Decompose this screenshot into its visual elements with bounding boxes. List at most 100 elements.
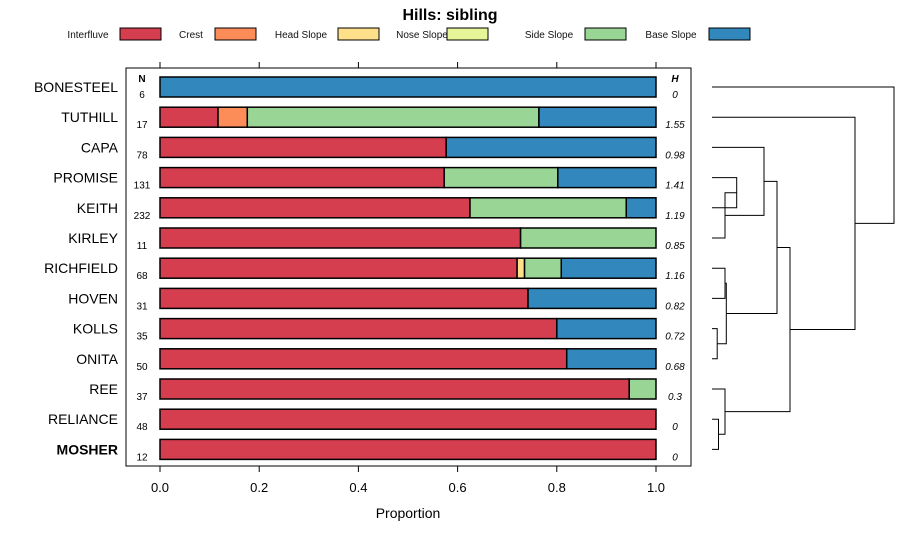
h-value-reliance: 0 bbox=[672, 422, 678, 433]
n-value-mosher: 12 bbox=[136, 452, 148, 463]
top-tick-marks bbox=[159, 62, 657, 68]
row-tuthill: TUTHILL 17 1.55 bbox=[61, 106, 685, 131]
bar-tuthill-base-slope bbox=[538, 106, 657, 128]
x-tick-label-3: 0.6 bbox=[449, 480, 467, 495]
h-value-kirley: 0.85 bbox=[665, 241, 685, 252]
dendrogram-merge-4 bbox=[712, 267, 726, 299]
x-tick-label-4: 0.8 bbox=[548, 480, 566, 495]
n-value-capa: 78 bbox=[136, 150, 148, 161]
legend-swatch-side-slope bbox=[584, 27, 627, 41]
legend-label-nose-slope: Nose Slope bbox=[396, 30, 448, 41]
n-value-ree: 37 bbox=[136, 392, 148, 403]
n-value-kirley: 11 bbox=[137, 241, 148, 252]
x-tick-label-0: 0.0 bbox=[151, 480, 169, 495]
h-column-header: H bbox=[671, 74, 679, 85]
dendrogram-merge-11 bbox=[712, 116, 856, 331]
row-keith: KEITH 232 1.19 bbox=[77, 197, 685, 222]
x-axis: 0.0 0.2 0.4 0.6 0.8 1.0 bbox=[151, 466, 665, 495]
row-label-onita: ONITA bbox=[76, 351, 118, 367]
row-label-capa: CAPA bbox=[81, 139, 119, 155]
n-value-promise: 131 bbox=[134, 181, 151, 192]
row-label-bonesteel: BONESTEEL bbox=[34, 79, 118, 95]
bar-richfield-side-slope bbox=[523, 257, 563, 279]
row-bonesteel: BONESTEEL 6 0 bbox=[34, 76, 678, 101]
bar-keith-interfluve bbox=[159, 197, 471, 219]
bar-ree-interfluve bbox=[159, 378, 630, 400]
n-value-bonesteel: 6 bbox=[139, 90, 145, 101]
row-reliance: RELIANCE 48 0 bbox=[48, 408, 678, 433]
bar-hoven-interfluve bbox=[159, 287, 529, 310]
dendrogram-merge-3 bbox=[712, 328, 718, 360]
bar-richfield-interfluve bbox=[159, 257, 518, 279]
legend-label-head-slope: Head Slope bbox=[275, 30, 328, 41]
row-capa: CAPA 78 0.98 bbox=[81, 136, 685, 161]
row-label-reliance: RELIANCE bbox=[48, 411, 118, 427]
bar-mosher-interfluve bbox=[159, 438, 657, 461]
h-value-ree: 0.3 bbox=[668, 392, 682, 403]
n-value-hoven: 31 bbox=[136, 301, 148, 312]
legend-label-crest: Crest bbox=[179, 30, 203, 41]
bar-keith-side-slope bbox=[469, 197, 627, 219]
n-value-reliance: 48 bbox=[136, 422, 148, 433]
dendrogram-merge-10 bbox=[725, 246, 791, 413]
dendrogram-merge-1 bbox=[712, 418, 719, 450]
bar-promise-base-slope bbox=[557, 166, 657, 189]
row-label-promise: PROMISE bbox=[53, 170, 118, 186]
row-onita: ONITA 50 0.68 bbox=[76, 348, 685, 373]
n-value-kolls: 35 bbox=[136, 332, 148, 343]
chart-title: Hills: sibling bbox=[402, 7, 497, 24]
legend-swatch-nose-slope bbox=[446, 27, 489, 41]
bar-hoven-base-slope bbox=[527, 287, 657, 310]
bar-kolls-interfluve bbox=[159, 317, 558, 340]
row-label-mosher: MOSHER bbox=[57, 441, 118, 457]
row-label-keith: KEITH bbox=[77, 200, 118, 216]
legend: Interfluve Crest Head Slope Nose Slope Side … bbox=[67, 27, 751, 41]
bar-kirley-interfluve bbox=[159, 227, 522, 249]
bar-capa-base-slope bbox=[445, 136, 657, 159]
h-value-bonesteel: 0 bbox=[672, 90, 678, 101]
bar-tuthill-side-slope bbox=[246, 106, 540, 128]
legend-swatch-base-slope bbox=[708, 27, 751, 41]
row-label-tuthill: TUTHILL bbox=[61, 109, 118, 125]
h-value-richfield: 1.16 bbox=[665, 271, 685, 282]
bar-richfield-base-slope bbox=[560, 257, 657, 279]
row-promise: PROMISE 131 1.41 bbox=[53, 166, 685, 192]
row-label-kirley: KIRLEY bbox=[68, 230, 118, 246]
dendrogram-merge-12 bbox=[712, 86, 895, 224]
x-tick-label-2: 0.4 bbox=[349, 480, 367, 495]
h-value-mosher: 0 bbox=[672, 452, 678, 463]
legend-label-side-slope: Side Slope bbox=[525, 30, 574, 41]
bar-bonesteel-base-slope bbox=[159, 76, 657, 98]
h-value-onita: 0.68 bbox=[665, 362, 685, 373]
row-label-kolls: KOLLS bbox=[73, 321, 118, 337]
row-kirley: KIRLEY 11 0.85 bbox=[68, 227, 685, 252]
n-value-richfield: 68 bbox=[136, 271, 148, 282]
n-value-keith: 232 bbox=[134, 211, 151, 222]
bar-keith-base-slope bbox=[625, 197, 657, 219]
bar-tuthill-interfluve bbox=[159, 106, 219, 128]
bar-ree-side-slope bbox=[628, 378, 657, 400]
dendrogram-merge-9 bbox=[726, 180, 778, 314]
bar-promise-interfluve bbox=[159, 166, 445, 189]
row-kolls: KOLLS 35 0.72 bbox=[73, 317, 685, 343]
n-value-tuthill: 17 bbox=[136, 120, 148, 131]
legend-swatch-interfluve bbox=[119, 27, 162, 41]
x-tick-label-1: 0.2 bbox=[250, 480, 268, 495]
bar-onita-interfluve bbox=[159, 348, 568, 370]
bar-reliance-interfluve bbox=[159, 408, 657, 430]
row-label-hoven: HOVEN bbox=[68, 290, 118, 306]
legend-label-base-slope: Base Slope bbox=[645, 30, 697, 41]
x-axis-title: Proportion bbox=[376, 505, 441, 521]
legend-swatch-crest bbox=[214, 27, 257, 41]
dendrogram bbox=[712, 86, 895, 450]
row-hoven: HOVEN 31 0.82 bbox=[68, 287, 685, 312]
h-value-promise: 1.41 bbox=[665, 181, 684, 192]
h-value-capa: 0.98 bbox=[665, 150, 685, 161]
row-mosher: MOSHER 12 0 bbox=[57, 438, 678, 463]
plot-frame bbox=[125, 67, 692, 467]
h-value-hoven: 0.82 bbox=[665, 301, 685, 312]
legend-label-interfluve: Interfluve bbox=[67, 30, 109, 41]
n-value-onita: 50 bbox=[136, 362, 148, 373]
legend-swatch-head-slope bbox=[337, 27, 380, 41]
